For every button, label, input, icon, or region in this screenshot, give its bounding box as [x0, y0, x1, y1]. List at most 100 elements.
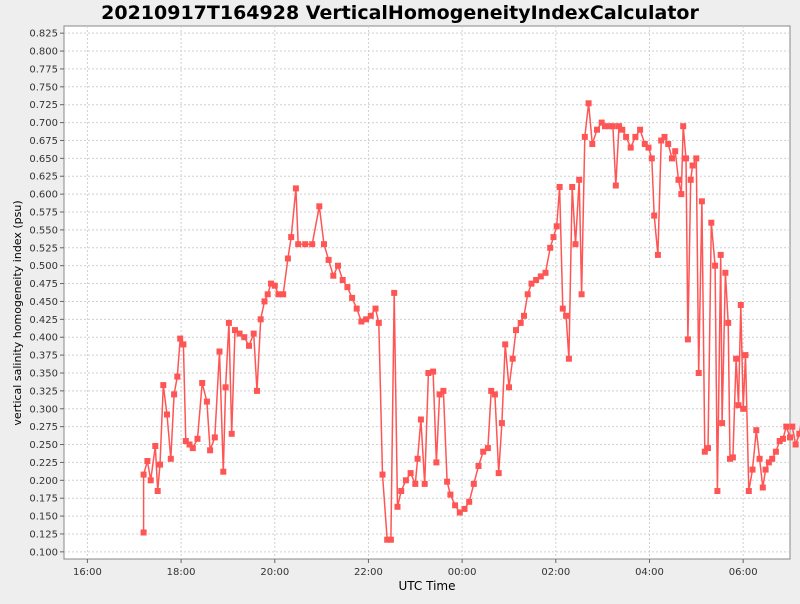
data-point: [776, 438, 783, 444]
data-point: [658, 137, 665, 144]
data-point: [480, 448, 487, 455]
data-point: [553, 223, 560, 230]
data-point: [379, 471, 386, 478]
y-tick-label: 0.725: [29, 100, 58, 111]
y-tick-label: 0.825: [29, 29, 58, 40]
data-point: [488, 387, 495, 394]
x-tick-label: 22:00: [354, 567, 383, 578]
data-point: [576, 176, 583, 183]
data-point: [680, 123, 687, 130]
data-point: [796, 430, 800, 437]
plot-area: [63, 25, 791, 560]
data-point: [745, 488, 752, 494]
data-point: [440, 387, 447, 394]
data-point: [414, 455, 421, 462]
data-point: [316, 203, 323, 210]
y-tick-label: 0.775: [29, 64, 58, 75]
data-point: [722, 269, 729, 276]
data-point: [528, 280, 535, 287]
data-point: [547, 244, 554, 251]
data-point: [537, 273, 544, 280]
data-point: [565, 355, 572, 362]
data-point: [154, 488, 161, 494]
data-point: [509, 355, 516, 362]
data-point: [470, 480, 477, 487]
data-point: [645, 144, 652, 151]
data-point: [651, 212, 658, 219]
data-point: [430, 368, 437, 375]
data-point: [606, 123, 613, 130]
y-tick-label: 0.675: [29, 136, 58, 147]
x-axis-label: UTC Time: [399, 579, 456, 593]
data-point: [513, 327, 519, 334]
data-point: [447, 491, 454, 498]
data-point: [384, 536, 391, 543]
data-point: [335, 262, 341, 269]
data-point: [461, 505, 468, 512]
data-point: [309, 241, 316, 248]
data-point: [292, 185, 299, 192]
data-point: [705, 445, 711, 452]
data-point: [729, 454, 736, 461]
x-tick-label: 00:00: [448, 567, 477, 578]
data-point: [756, 455, 763, 462]
data-point: [637, 126, 644, 133]
data-point: [563, 312, 570, 319]
data-point: [349, 294, 356, 301]
x-axis: 16:00 18:00 20:00 22:00 00:00 02:00 04:00 06:00…: [73, 559, 758, 578]
data-point: [765, 459, 772, 466]
data-point: [402, 477, 409, 484]
data-point: [171, 391, 178, 398]
y-tick-label: 0.650: [29, 154, 58, 165]
y-tick-label: 0.225: [29, 458, 58, 469]
series: [140, 100, 800, 543]
data-point: [712, 262, 719, 269]
data-point: [792, 441, 799, 448]
data-point: [236, 330, 243, 337]
data-point: [275, 291, 282, 298]
data-point: [783, 423, 790, 430]
data-point: [701, 448, 708, 455]
data-point: [665, 141, 672, 147]
data-point: [498, 420, 505, 427]
y-axis-label: vertical salinity homogeneity index (psu…: [11, 200, 24, 425]
data-point: [211, 434, 218, 441]
data-point: [268, 280, 274, 287]
data-point: [344, 284, 351, 291]
grid: [64, 26, 790, 559]
y-tick-label: 0.600: [29, 190, 58, 201]
data-point: [250, 330, 257, 337]
data-point: [789, 423, 796, 430]
data-point: [295, 241, 302, 248]
data-point: [466, 498, 473, 505]
data-point: [641, 141, 648, 147]
data-point: [147, 477, 154, 484]
data-point: [254, 387, 260, 394]
x-tick-label: 02:00: [541, 567, 570, 578]
y-tick-label: 0.475: [29, 279, 58, 290]
y-tick-label: 0.800: [29, 47, 58, 58]
data-point: [321, 241, 327, 248]
data-point: [375, 319, 382, 326]
data-point: [436, 391, 443, 398]
data-point: [717, 251, 724, 258]
data-point: [358, 318, 365, 325]
data-point: [177, 335, 184, 342]
data-point: [284, 255, 291, 262]
data-point: [140, 529, 147, 536]
y-tick-label: 0.425: [29, 315, 58, 326]
y-tick-label: 0.750: [29, 82, 58, 93]
data-point: [698, 198, 705, 205]
data-point: [762, 466, 769, 473]
data-point: [425, 370, 432, 376]
data-point: [687, 176, 694, 183]
data-point: [594, 126, 600, 133]
y-tick-label: 0.150: [29, 512, 58, 523]
data-point: [602, 123, 608, 130]
x-tick-label: 06:00: [729, 567, 758, 578]
data-point: [632, 133, 639, 140]
data-point: [353, 305, 360, 312]
data-point: [417, 416, 424, 423]
data-point: [199, 380, 206, 386]
